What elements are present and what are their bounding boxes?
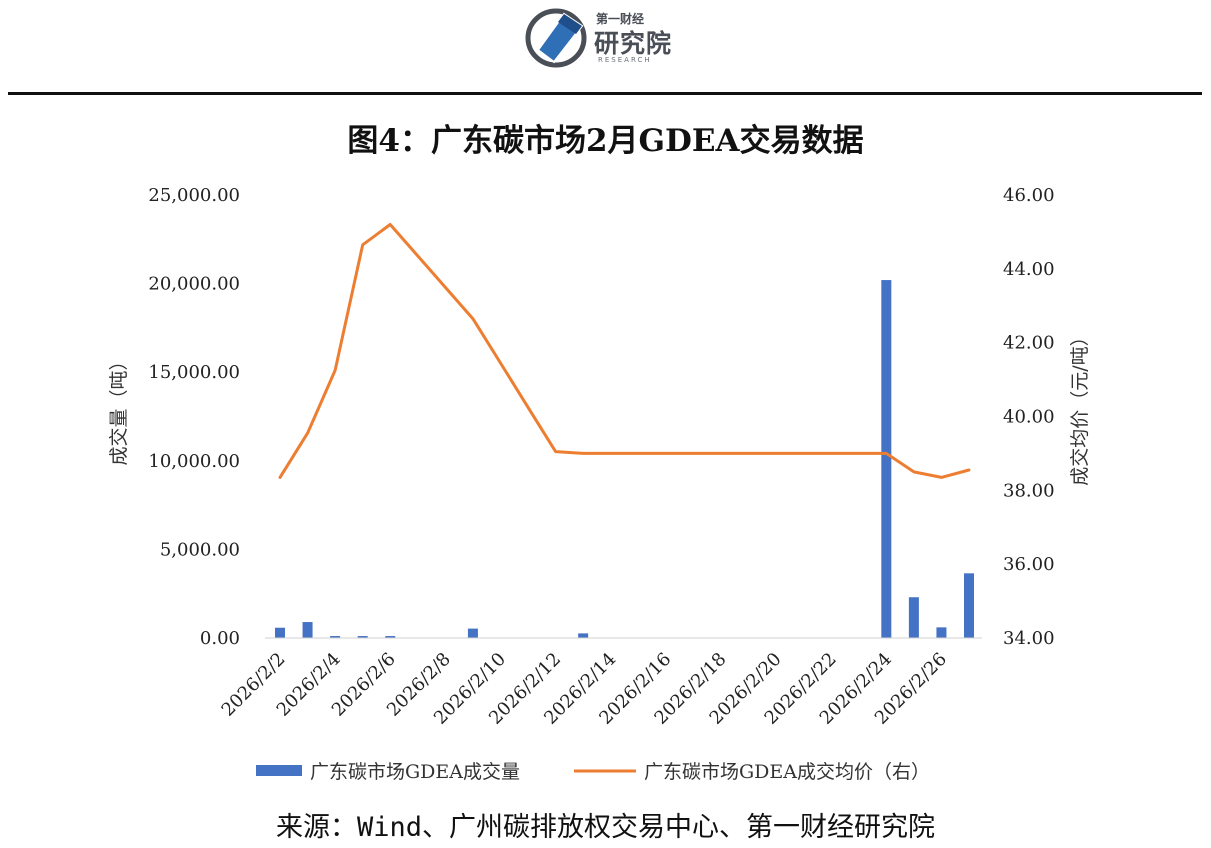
right-y-axis: 34.00 36.00 38.00 40.00 42.00 44.00 46.00 (1003, 185, 1055, 649)
price-line (278, 223, 971, 479)
left-y-tick-label: 10,000.00 (148, 451, 240, 472)
right-y-tick-label: 46.00 (1003, 185, 1055, 206)
chart-canvas: 0.00 5,000.00 10,000.00 15,000.00 20,000.00 2… (108, 185, 1091, 783)
right-y-tick-label: 42.00 (1003, 333, 1055, 354)
logo-emblem-icon (525, 8, 587, 68)
volume-bar (936, 627, 947, 638)
right-y-tick-label: 34.00 (1003, 628, 1055, 649)
price-line-path (278, 223, 971, 479)
left-y-tick-label: 25,000.00 (148, 185, 240, 206)
logo-institute-text: 研究院 (594, 29, 673, 58)
volume-bar (302, 622, 313, 638)
left-y-tick-label: 0.00 (200, 628, 240, 649)
left-y-axis: 0.00 5,000.00 10,000.00 15,000.00 20,000.00 2… (148, 185, 240, 649)
header-divider (8, 92, 1202, 95)
right-y-tick-label: 44.00 (1003, 259, 1055, 280)
legend-bar-label: 广东碳市场GDEA成交量 (310, 761, 520, 783)
volume-bar (881, 280, 892, 638)
right-y-tick-label: 36.00 (1003, 554, 1055, 575)
research-institute-logo: 第一财经 研究院 RESEARCH (524, 4, 696, 70)
left-y-tick-label: 5,000.00 (160, 539, 240, 560)
volume-bar (908, 597, 919, 638)
legend-line-label: 广东碳市场GDEA成交均价（右） (644, 761, 930, 783)
source-note: 来源：Wind、广州碳排放权交易中心、第一财经研究院 (275, 812, 936, 843)
legend-bar-swatch (256, 765, 302, 776)
x-axis: 2026/2/22026/2/42026/2/62026/2/82026/2/1… (218, 637, 982, 729)
left-y-tick-label: 15,000.00 (148, 362, 240, 383)
header: 第一财经 研究院 RESEARCH (0, 0, 1211, 88)
volume-bar (330, 636, 341, 638)
right-y-axis-label: 成交均价（元/吨） (1069, 327, 1091, 485)
volume-bar (964, 573, 974, 638)
right-y-tick-label: 38.00 (1003, 480, 1055, 501)
volume-bar (578, 633, 589, 638)
left-y-axis-label: 成交量（吨） (108, 351, 130, 465)
volume-bar (357, 636, 368, 638)
legend: 广东碳市场GDEA成交量 广东碳市场GDEA成交均价（右） (256, 761, 930, 783)
volume-bar (467, 628, 478, 638)
volume-bar (385, 636, 396, 638)
logo-brand-text: 第一财经 (596, 12, 645, 26)
volume-bar (275, 627, 285, 638)
logo-research-text: RESEARCH (598, 56, 652, 64)
chart-title: 图4：广东碳市场2月GDEA交易数据 (347, 123, 864, 159)
left-y-tick-label: 20,000.00 (148, 274, 240, 295)
volume-bars (275, 280, 974, 638)
right-y-tick-label: 40.00 (1003, 407, 1055, 428)
